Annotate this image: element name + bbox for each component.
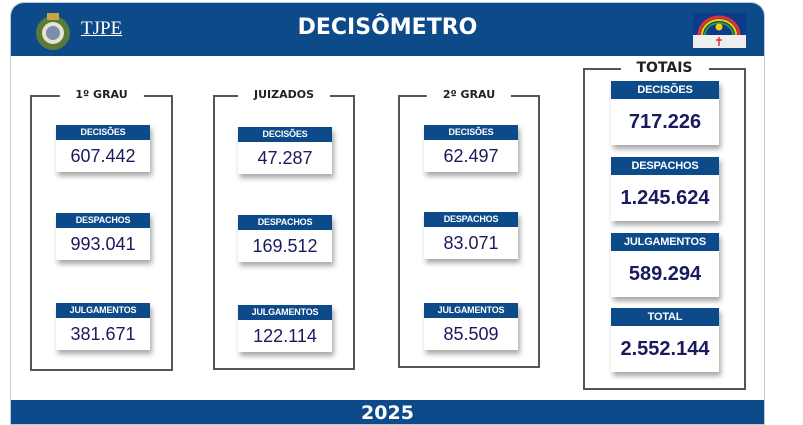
metric-label: JULGAMENTOS [238,305,332,320]
metric-card: DECISÕES 607.442 [56,125,150,172]
metric-value: 993.041 [70,234,136,254]
metric-value: 717.226 [628,111,702,133]
metric-value: 2.552.144 [620,338,710,360]
metric-card: JULGAMENTOS 85.509 [424,303,518,350]
metric-card: DESPACHOS 83.071 [424,212,518,259]
group-2: 2º GRAU [398,88,540,368]
group-title: 1º GRAU [59,88,144,101]
metric-card: JULGAMENTOS 381.671 [56,303,150,350]
metric-card: DESPACHOS 169.512 [238,215,332,262]
year-footer: 2025 [11,400,764,424]
metric-label: DESPACHOS [56,213,150,228]
metric-value: 122.114 [253,326,317,346]
metric-card: DECISÕES 62.497 [424,125,518,172]
group-title: JUIZADOS [237,88,331,101]
total-metric-card: DECISÕES 717.226 [611,81,719,145]
total-metric-card: DESPACHOS 1.245.624 [611,157,719,221]
metric-value: 589.294 [628,263,702,285]
metric-label: JULGAMENTOS [611,233,719,251]
logo-text: TJPE [81,18,123,39]
metric-label: DECISÕES [611,81,719,99]
pernambuco-flag-icon [693,13,746,48]
total-metric-card: TOTAL 2.552.144 [611,308,719,372]
metric-value: 47.287 [257,148,313,168]
metric-value: 381.671 [70,324,136,344]
metric-label: JULGAMENTOS [424,303,518,318]
metric-label: DESPACHOS [424,212,518,227]
metric-value: 83.071 [443,233,499,253]
metric-value: 607.442 [70,146,136,166]
metric-card: DESPACHOS 993.041 [56,213,150,260]
metric-value: 85.509 [443,324,499,344]
metric-label: DECISÕES [56,125,150,140]
total-metric-card: JULGAMENTOS 589.294 [611,233,719,297]
metric-card: DECISÕES 47.287 [238,127,332,174]
totals-group: TOTAIS [583,60,746,390]
group-1: JUIZADOS [213,88,355,370]
metric-label: DECISÕES [238,127,332,142]
group-title: 2º GRAU [426,88,512,101]
page-title: DECISÔMETRO [297,15,478,40]
tjpe-coat-of-arms-logo [36,13,70,50]
metric-value: 62.497 [443,146,499,166]
metric-label: TOTAL [611,308,719,326]
header: TJPE DECISÔMETRO [11,3,764,56]
metric-card: JULGAMENTOS 122.114 [238,305,332,352]
metric-label: DESPACHOS [611,157,719,175]
metric-label: JULGAMENTOS [56,303,150,318]
group-0: 1º GRAU [30,88,173,371]
metric-value: 1.245.624 [620,187,710,209]
metric-value: 169.512 [252,236,318,256]
metric-label: DECISÕES [424,125,518,140]
totals-title: TOTAIS [620,60,709,76]
metric-label: DESPACHOS [238,215,332,230]
